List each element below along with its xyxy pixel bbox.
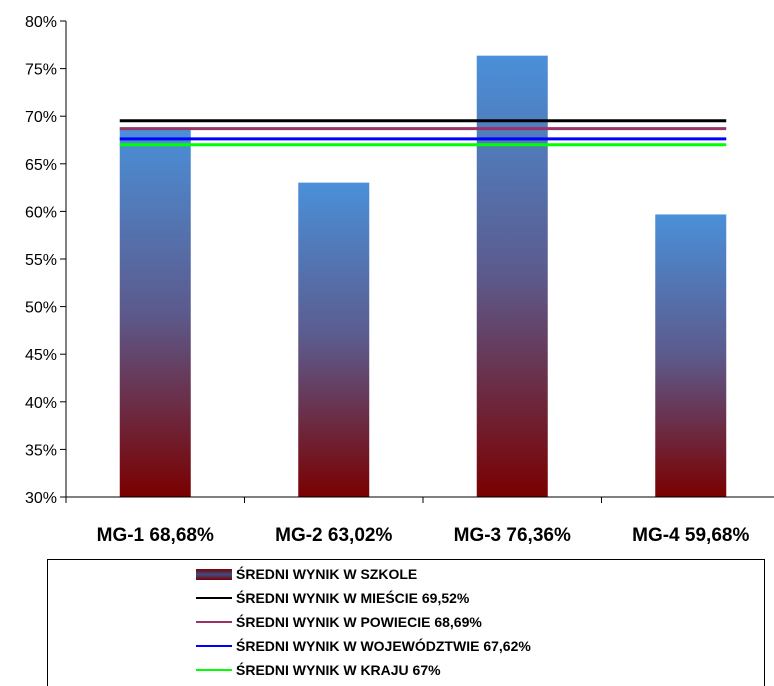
y-tick-label: 50%	[25, 300, 57, 317]
y-tick-label: 30%	[25, 490, 57, 507]
legend-swatch-school	[196, 568, 232, 580]
y-tick-label: 70%	[25, 109, 57, 126]
legend: ŚREDNI WYNIK W SZKOLE ŚREDNI WYNIK W MIE…	[47, 559, 765, 686]
bar-4	[655, 214, 727, 497]
y-tick-label: 55%	[25, 252, 57, 269]
y-tick-label: 40%	[25, 395, 57, 412]
y-tick-label: 65%	[25, 157, 57, 174]
legend-label-county: ŚREDNI WYNIK W POWIECIE 68,69%	[236, 614, 482, 630]
legend-item-city: ŚREDNI WYNIK W MIEŚCIE 69,52%	[196, 588, 469, 608]
legend-label-school: ŚREDNI WYNIK W SZKOLE	[236, 566, 418, 582]
legend-item-county: ŚREDNI WYNIK W POWIECIE 68,69%	[196, 612, 482, 632]
category-label-4: MG-4 59,68%	[632, 525, 749, 546]
category-label-1: MG-1 68,68%	[97, 525, 214, 546]
legend-swatch-city	[196, 597, 232, 599]
reference-lines	[119, 119, 727, 147]
y-tick-label: 80%	[25, 14, 57, 31]
y-axis-ticks: 30% 35% 40% 45% 50% 55% 60% 65% 70% 75% 80%	[25, 14, 66, 507]
legend-label-city: ŚREDNI WYNIK W MIEŚCIE 69,52%	[236, 590, 470, 606]
y-tick-label: 45%	[25, 347, 57, 364]
x-axis-ticks	[65, 497, 602, 503]
legend-item-school: ŚREDNI WYNIK W SZKOLE	[196, 564, 417, 584]
legend-swatch-country	[196, 669, 232, 671]
bar-2	[298, 182, 370, 497]
y-tick-label: 60%	[25, 204, 57, 221]
legend-label-voivodeship: ŚREDNI WYNIK W WOJEWÓDZTWIE 67,62%	[236, 638, 531, 654]
bar-1	[119, 128, 191, 497]
category-label-2: MG-2 63,02%	[275, 525, 392, 546]
y-tick-label: 75%	[25, 62, 57, 79]
legend-item-voivodeship: ŚREDNI WYNIK W WOJEWÓDZTWIE 67,62%	[196, 636, 531, 656]
category-label-3: MG-3 76,36%	[454, 525, 571, 546]
y-tick-label: 35%	[25, 442, 57, 459]
legend-label-country: ŚREDNI WYNIK W KRAJU 67%	[236, 662, 441, 678]
category-labels: MG-1 68,68% MG-2 63,02% MG-3 76,36% MG-4 59…	[97, 525, 750, 546]
legend-swatch-voivodeship	[196, 645, 232, 647]
legend-item-country: ŚREDNI WYNIK W KRAJU 67%	[196, 660, 441, 680]
bar-chart: 30% 35% 40% 45% 50% 55% 60% 65% 70% 75% 80% MG-1 6…	[25, 14, 774, 546]
legend-swatch-county	[196, 621, 232, 623]
